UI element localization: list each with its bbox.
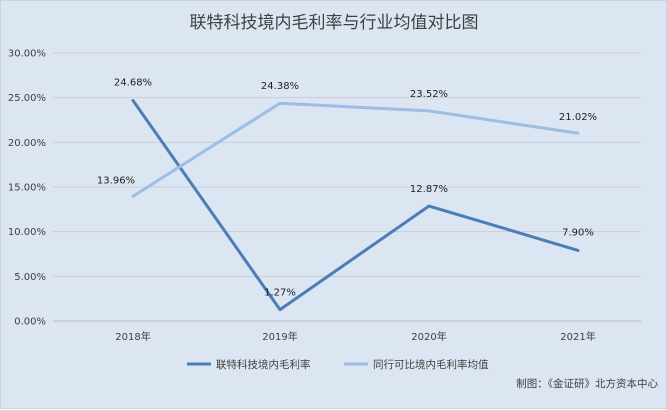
x-tick-label: 2018年 [115, 330, 150, 343]
y-tick-label: 25.00% [8, 93, 46, 104]
gridlines [53, 52, 641, 322]
x-tick-label: 2021年 [560, 330, 595, 343]
data-labels: 24.68% 1.27% 12.87% 7.90% 13.96% 24.38% 23.52%… [97, 78, 597, 299]
data-label: 23.52% [410, 89, 448, 100]
data-label: 12.87% [410, 184, 448, 195]
data-label: 13.96% [97, 175, 135, 186]
series-line-1 [131, 101, 580, 198]
data-label: 21.02% [559, 112, 597, 123]
source-note: 制图：《金证研》北方资本中心 [516, 377, 658, 390]
legend-label: 同行可比境内毛利率均值 [373, 358, 489, 371]
data-label: 1.27% [264, 288, 296, 299]
y-tick-label: 30.00% [8, 49, 46, 60]
x-axis-ticks: 2018年 2019年 2020年 2021年 [115, 330, 595, 343]
y-axis-ticks: 0.00% 5.00% 10.00% 15.00% 20.00% 25.00% 30.00% [8, 49, 46, 328]
data-label: 7.90% [562, 227, 594, 238]
x-tick-label: 2020年 [411, 330, 446, 343]
y-tick-label: 10.00% [8, 227, 46, 238]
data-label: 24.38% [261, 81, 299, 92]
x-tick-label: 2019年 [262, 330, 297, 343]
y-tick-label: 0.00% [14, 317, 46, 328]
data-label: 24.68% [114, 78, 152, 89]
y-tick-label: 5.00% [14, 272, 46, 283]
y-tick-label: 20.00% [8, 138, 46, 149]
series-line-0 [131, 99, 580, 312]
legend-label: 联特科技境内毛利率 [216, 358, 311, 371]
series-lines [131, 99, 580, 312]
y-tick-label: 15.00% [8, 183, 46, 194]
legend: 联特科技境内毛利率 同行可比境内毛利率均值 [187, 358, 489, 371]
chart-title: 联特科技境内毛利率与行业均值对比图 [190, 13, 479, 33]
